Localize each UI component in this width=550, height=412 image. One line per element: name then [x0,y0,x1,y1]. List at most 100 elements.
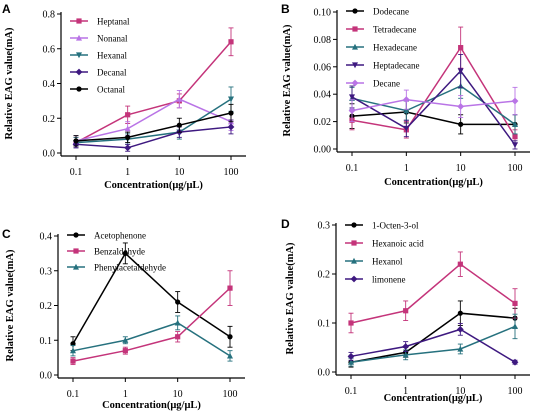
data-point [348,359,354,365]
x-tick-label: 1 [125,167,130,178]
data-point [122,348,128,354]
data-point [70,358,76,364]
legend-label: Octanal [97,85,125,95]
panel-b: B 0.00 0.02 0.04 0.06 0.08 0.10 0.1 1 10 100 Concen… [281,2,530,188]
series-line [350,263,516,324]
y-tick-label: 0.0 [318,368,331,379]
legend-marker [350,275,358,283]
x-tick-label: 1 [404,163,409,174]
y-axis-title: Relative EAG value(mA) [5,249,16,361]
data-point [512,121,518,127]
x-tick-label: 0.1 [346,163,359,174]
legend-label: Heptanal [97,17,130,27]
data-point [347,352,355,360]
y-tick-label: 0.2 [40,301,53,312]
legend-marker [73,263,79,270]
legend-label: Hexanoic acid [372,239,424,249]
data-point [122,337,129,343]
data-point [458,45,464,51]
data-point [511,358,519,366]
data-point [174,319,181,326]
data-point [402,343,410,350]
x-axis-title: Concentration(μg/μL) [384,393,483,404]
legend-label: Hexanol [372,257,403,267]
legend-marker [352,43,358,50]
series-benzaldehyde: Benzaldehyde [67,247,233,366]
legend-label: Hexadecane [373,43,417,53]
series-hexadecane: Hexadecane [346,43,518,135]
legend-marker [76,34,82,41]
legend-marker [352,26,358,32]
series-line [350,328,516,363]
panel-letter: D [281,217,290,231]
data-point [512,323,518,330]
x-axis-title: Concentration(μg/μL) [104,180,203,191]
y-tick-label: 0.1 [318,319,331,330]
x-tick-label: 0.1 [67,389,80,400]
x-tick-label: 10 [456,163,466,174]
legend-label: 1-Octen-3-ol [372,221,419,231]
legend-marker [352,62,358,69]
x-tick-label: 100 [224,167,239,178]
legend-marker [351,257,357,264]
panel-letter: B [281,2,290,16]
data-point [73,138,79,144]
legend-label: Decane [373,79,400,89]
legend-label: Heptadecane [373,61,419,71]
legend-marker [75,68,83,76]
y-tick-label: 0.04 [314,90,332,101]
legend-marker [76,18,82,24]
y-tick-label: 0.3 [318,221,331,232]
data-point [511,97,519,105]
series-line [72,252,231,345]
data-point [457,68,464,75]
x-tick-label: 100 [223,389,238,400]
data-point [457,345,464,352]
legend-label: Phenylacetaldehyde [94,263,166,273]
y-axis-title: Relative EAG value(mA) [4,27,15,139]
series-hexanoic-acid: Hexanoic acid [345,239,518,334]
data-point [349,94,355,101]
series-line [72,322,231,357]
series-line [350,312,516,363]
data-point [227,352,233,359]
series-line [75,98,232,144]
y-axis-title: Relative EAG value(mA) [285,242,296,354]
legend-marker [352,8,358,14]
legend-marker [76,86,82,92]
data-point [348,320,354,326]
x-tick-label: 100 [508,163,523,174]
data-point [228,39,234,45]
legend-marker [73,248,79,254]
y-tick-label: 0.02 [314,117,332,128]
y-tick-label: 0.4 [43,79,56,90]
y-tick-label: 0.2 [43,114,56,125]
series-line [72,287,231,362]
legend-marker [351,222,357,228]
y-tick-label: 0.06 [314,62,332,73]
y-tick-label: 0.10 [314,8,332,19]
data-point [125,112,131,118]
data-point [456,325,464,333]
data-point [228,96,234,103]
data-point [70,347,76,354]
legend-label: Benzaldehyde [94,247,145,257]
y-tick-label: 0.00 [314,145,332,156]
series-dodecane: Dodecane [346,7,518,135]
data-point [122,250,128,256]
y-tick-label: 0.0 [40,371,53,382]
series-hexanol: Hexanol [345,257,518,367]
legend-label: Dodecane [373,7,409,17]
y-tick-label: 0.0 [43,149,56,160]
data-point [512,142,518,149]
data-point [175,334,181,340]
x-tick-label: 1 [123,389,128,400]
legend-label: limonene [372,275,406,285]
data-point [227,123,235,131]
panel-letter: A [2,2,11,16]
y-tick-label: 0.08 [314,35,332,46]
x-tick-label: 10 [173,389,183,400]
series-octanal: Octanal [70,85,234,147]
x-axis-title: Concentration(μg/μL) [102,400,201,411]
